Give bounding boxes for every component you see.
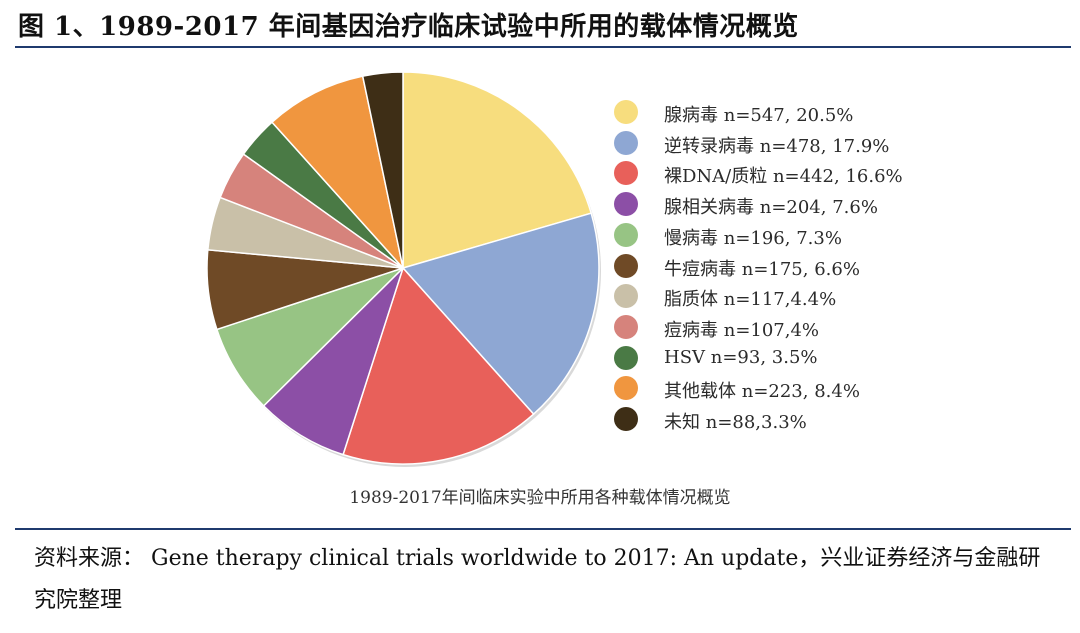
pie-slice-1: [401, 212, 600, 416]
legend-swatch: [614, 376, 638, 401]
legend-label: 脂质体 n=117,4.4%: [664, 289, 837, 311]
legend-swatch: [614, 284, 638, 309]
legend-label: 腺病毒 n=547, 20.5%: [664, 105, 854, 126]
pie-slice-9: [270, 75, 405, 271]
legend-label: 逆转录病毒 n=478, 17.9%: [664, 135, 890, 157]
legend-label: 未知 n=88,3.3%: [664, 412, 807, 433]
legend-swatch: [614, 192, 638, 217]
legend-swatch: [614, 100, 638, 124]
legend-label: 裸DNA/质粒 n=442, 16.6%: [664, 166, 903, 188]
legend-swatch: [614, 407, 638, 431]
chart-area: 腺病毒 n=547, 20.5% 逆转录病毒 n=478, 17.9% 裸DNA/质…: [0, 60, 1080, 520]
legend-swatch: [614, 345, 638, 370]
pie-slice-0: [402, 71, 593, 269]
figure-title: 图 1、1989-2017 年间基因治疗临床试验中所用的载体情况概览: [18, 12, 799, 42]
legend-label: 腺相关病毒 n=204, 7.6%: [664, 197, 878, 219]
source-note: 资料来源： Gene therapy clinical trials world…: [34, 538, 1054, 622]
legend-label: 痘病毒 n=107,4%: [664, 319, 820, 341]
legend-swatch: [614, 222, 638, 247]
pie-slice-10: [361, 71, 404, 269]
chart-caption: 1989-2017年间临床实验中所用各种载体情况概览: [349, 488, 731, 508]
pie-chart: [206, 71, 601, 467]
legend-swatch: [614, 253, 638, 278]
source-text: Gene therapy clinical trials worldwide t…: [34, 546, 1041, 613]
legend-label: 慢病毒 n=196, 7.3%: [664, 227, 842, 249]
legend-label: 牛痘病毒 n=175, 6.6%: [664, 258, 860, 280]
legend-label: 其他载体 n=223, 8.4%: [664, 381, 860, 403]
bottom-divider: [15, 528, 1071, 530]
legend-swatch: [614, 161, 638, 186]
legend-swatch: [614, 130, 638, 155]
pie-slice-2: [342, 266, 535, 465]
pie-slice-3: [262, 267, 404, 456]
legend-label: HSV n=93, 3.5%: [664, 346, 818, 368]
source-label: 资料来源：: [34, 546, 145, 571]
top-divider: [15, 46, 1071, 48]
legend-swatch: [614, 314, 638, 339]
